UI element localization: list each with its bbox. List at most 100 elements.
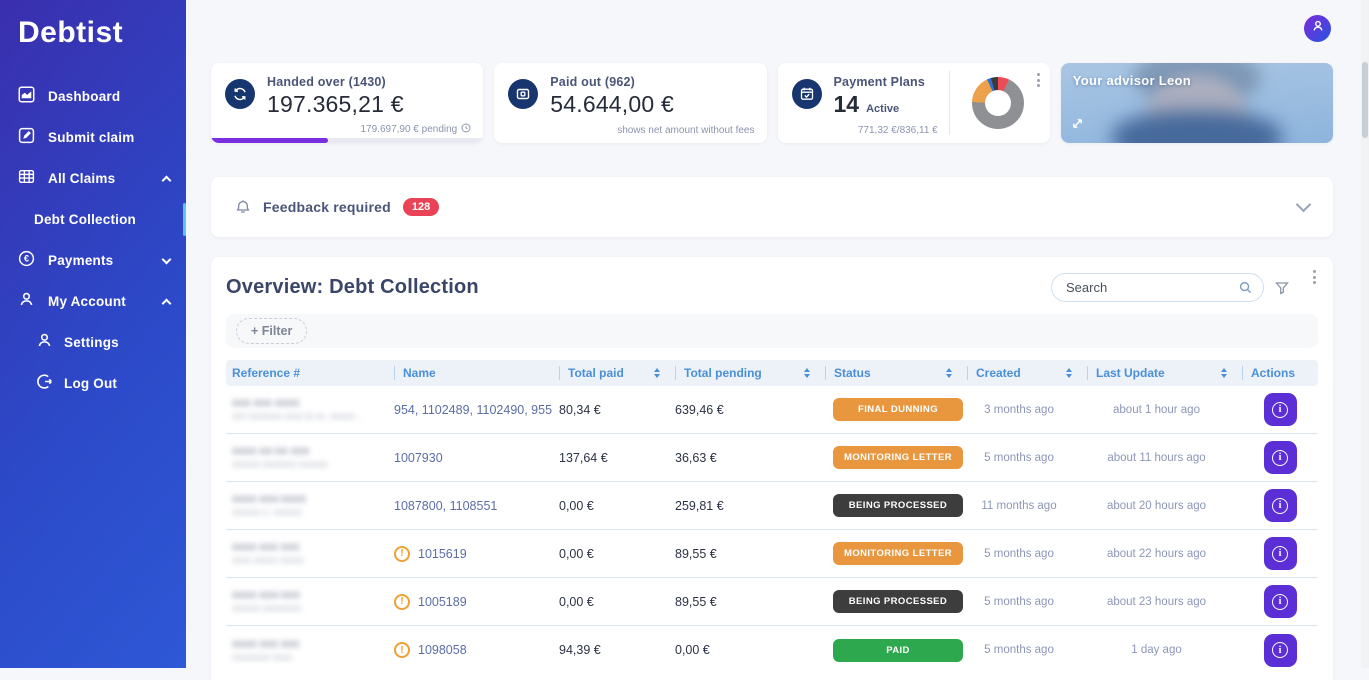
reference-subtext-masked: xxxxxx xxxxxxxx	[232, 603, 388, 614]
table-header-row: Reference # Name Total paid Total pendin…	[226, 360, 1318, 386]
claim-name-link[interactable]: 1098058	[418, 643, 467, 657]
sidebar-item-label: All Claims	[48, 171, 115, 186]
total-pending-value: 639,46 €	[669, 403, 819, 417]
search-icon[interactable]	[1238, 280, 1253, 300]
total-paid-value: 137,64 €	[553, 451, 669, 465]
app-logo: Debtist	[0, 0, 186, 50]
claim-name-link[interactable]: 1015619	[418, 547, 467, 561]
total-paid-value: 0,00 €	[553, 547, 669, 561]
euro-circle-icon: €	[18, 250, 35, 272]
last-update-value: about 11 hours ago	[1081, 452, 1236, 464]
user-avatar-button[interactable]	[1304, 15, 1331, 42]
reference-masked: xxx xxx xxxx	[232, 397, 388, 409]
table-row[interactable]: xxxx xxx xxx xxxx xxxxx xxxxx ! 1015619 …	[226, 530, 1318, 578]
feedback-required-bar[interactable]: Feedback required 128	[211, 177, 1333, 237]
sort-icon[interactable]	[946, 368, 952, 378]
column-header-total-pending[interactable]: Total pending	[669, 360, 819, 386]
active-plans-label: Active	[866, 103, 899, 115]
sidebar-item-label: Dashboard	[48, 89, 120, 104]
claim-name-link[interactable]: 1087800, 1108551	[394, 499, 497, 513]
claim-name-link[interactable]: 1005189	[418, 595, 467, 609]
table-row[interactable]: xxxx xxx-xxx xxxxxx xxxxxxxx ! 1005189 0…	[226, 578, 1318, 626]
card-title: Handed over (1430)	[267, 75, 469, 89]
column-header-created[interactable]: Created	[961, 360, 1081, 386]
table-row[interactable]: xxxx xxx-xxxx xxxxxx x. xxxxxx ! 1087800…	[226, 482, 1318, 530]
column-header-total-paid[interactable]: Total paid	[553, 360, 669, 386]
overview-section: Overview: Debt Collection + Filter Refer…	[211, 257, 1333, 680]
advisor-title: Your advisor Leon	[1073, 73, 1191, 88]
claim-name-link[interactable]: 1007930	[394, 451, 443, 465]
kebab-menu-icon[interactable]	[1310, 267, 1319, 287]
sort-icon[interactable]	[654, 368, 660, 378]
sidebar-item-label: Submit claim	[48, 130, 134, 145]
sidebar-item-debt-collection[interactable]: Debt Collection	[0, 199, 186, 240]
table-row[interactable]: xxx xxx xxxx xxx xxxxxxx xxxx & xx. xxxx…	[226, 386, 1318, 434]
info-icon: i	[1272, 450, 1288, 466]
total-paid-value: 94,39 €	[553, 643, 669, 657]
sidebar-nav: Dashboard Submit claim All Claims Debt C…	[0, 76, 186, 404]
chevron-down-icon	[162, 254, 172, 264]
status-badge: PAID	[833, 639, 963, 662]
sort-icon[interactable]	[804, 368, 810, 378]
last-update-value: 1 day ago	[1081, 644, 1236, 656]
claims-table: Reference # Name Total paid Total pendin…	[226, 360, 1318, 674]
advisor-card[interactable]: Your advisor Leon	[1061, 63, 1333, 143]
row-info-button[interactable]: i	[1264, 585, 1297, 618]
page-title: Overview: Debt Collection	[226, 276, 479, 299]
total-pending-value: 259,81 €	[669, 499, 819, 513]
warning-icon: !	[394, 546, 410, 562]
add-filter-button[interactable]: + Filter	[236, 318, 307, 344]
info-icon: i	[1272, 498, 1288, 514]
info-icon: i	[1272, 642, 1288, 658]
sidebar: Debtist Dashboard Submit claim All Claim…	[0, 0, 186, 668]
column-header-last-update[interactable]: Last Update	[1081, 360, 1236, 386]
reference-subtext-masked: xxxxxx xxxxxxx xxxxxx	[232, 459, 388, 470]
chevron-up-icon	[162, 175, 172, 185]
sort-icon[interactable]	[1221, 368, 1227, 378]
plans-amount: 771,32 €/836,11 €	[858, 125, 938, 136]
last-update-value: about 23 hours ago	[1081, 596, 1236, 608]
sidebar-item-submit-claim[interactable]: Submit claim	[0, 117, 186, 158]
page-scrollbar-thumb[interactable]	[1362, 62, 1368, 138]
info-icon: i	[1272, 546, 1288, 562]
column-header-status[interactable]: Status	[819, 360, 961, 386]
paid-out-card: Paid out (962) 54.644,00 € shows net amo…	[494, 63, 766, 143]
column-header-name[interactable]: Name	[388, 360, 553, 386]
sidebar-item-all-claims[interactable]: All Claims	[0, 158, 186, 199]
sidebar-item-settings[interactable]: Settings	[0, 322, 186, 363]
sidebar-item-dashboard[interactable]: Dashboard	[0, 76, 186, 117]
row-info-button[interactable]: i	[1264, 393, 1297, 426]
total-paid-value: 0,00 €	[553, 499, 669, 513]
sidebar-item-log-out[interactable]: Log Out	[0, 363, 186, 404]
row-info-button[interactable]: i	[1264, 537, 1297, 570]
feedback-label: Feedback required	[263, 199, 391, 215]
row-info-button[interactable]: i	[1264, 634, 1297, 667]
created-value: 11 months ago	[961, 500, 1081, 512]
last-update-value: about 1 hour ago	[1081, 404, 1236, 416]
filter-funnel-icon[interactable]	[1274, 280, 1290, 296]
row-info-button[interactable]: i	[1264, 489, 1297, 522]
table-row[interactable]: xxxx xx-xx xxx xxxxxx xxxxxxx xxxxxx ! 1…	[226, 434, 1318, 482]
active-plans-count: 14	[834, 91, 860, 118]
reference-masked: xxxx xx-xx xxx	[232, 445, 388, 457]
reference-subtext-masked: xxxxxxxx xxxx	[232, 652, 388, 663]
row-info-button[interactable]: i	[1264, 441, 1297, 474]
info-icon: i	[1272, 402, 1288, 418]
created-value: 5 months ago	[961, 644, 1081, 656]
chevron-down-icon[interactable]	[1296, 197, 1312, 213]
table-row[interactable]: xxxx xxx xxx xxxxxxxx xxxx ! 1098058 94,…	[226, 626, 1318, 674]
sync-icon	[225, 79, 255, 109]
sidebar-item-payments[interactable]: € Payments	[0, 240, 186, 281]
search-input[interactable]	[1051, 273, 1264, 302]
reference-masked: xxxx xxx-xxx	[232, 589, 388, 601]
sidebar-item-my-account[interactable]: My Account	[0, 281, 186, 322]
expand-icon[interactable]	[1071, 117, 1084, 135]
created-value: 5 months ago	[961, 596, 1081, 608]
claim-name-link[interactable]: 954, 1102489, 1102490, 955	[394, 403, 552, 417]
kebab-menu-icon[interactable]	[1034, 70, 1043, 90]
sidebar-item-label: My Account	[48, 294, 126, 309]
sort-icon[interactable]	[1066, 368, 1072, 378]
pending-amount: 179.697,90 € pending	[360, 124, 457, 135]
page-scrollbar[interactable]	[1361, 0, 1369, 668]
column-header-reference[interactable]: Reference #	[226, 360, 388, 386]
